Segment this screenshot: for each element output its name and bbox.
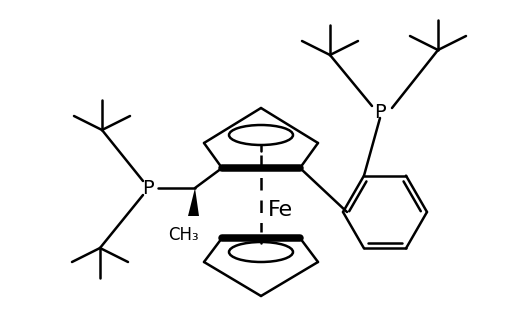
Text: P: P xyxy=(374,103,386,122)
Text: CH₃: CH₃ xyxy=(168,226,198,244)
Polygon shape xyxy=(188,188,199,216)
Text: Fe: Fe xyxy=(267,200,292,220)
Text: P: P xyxy=(142,178,154,197)
